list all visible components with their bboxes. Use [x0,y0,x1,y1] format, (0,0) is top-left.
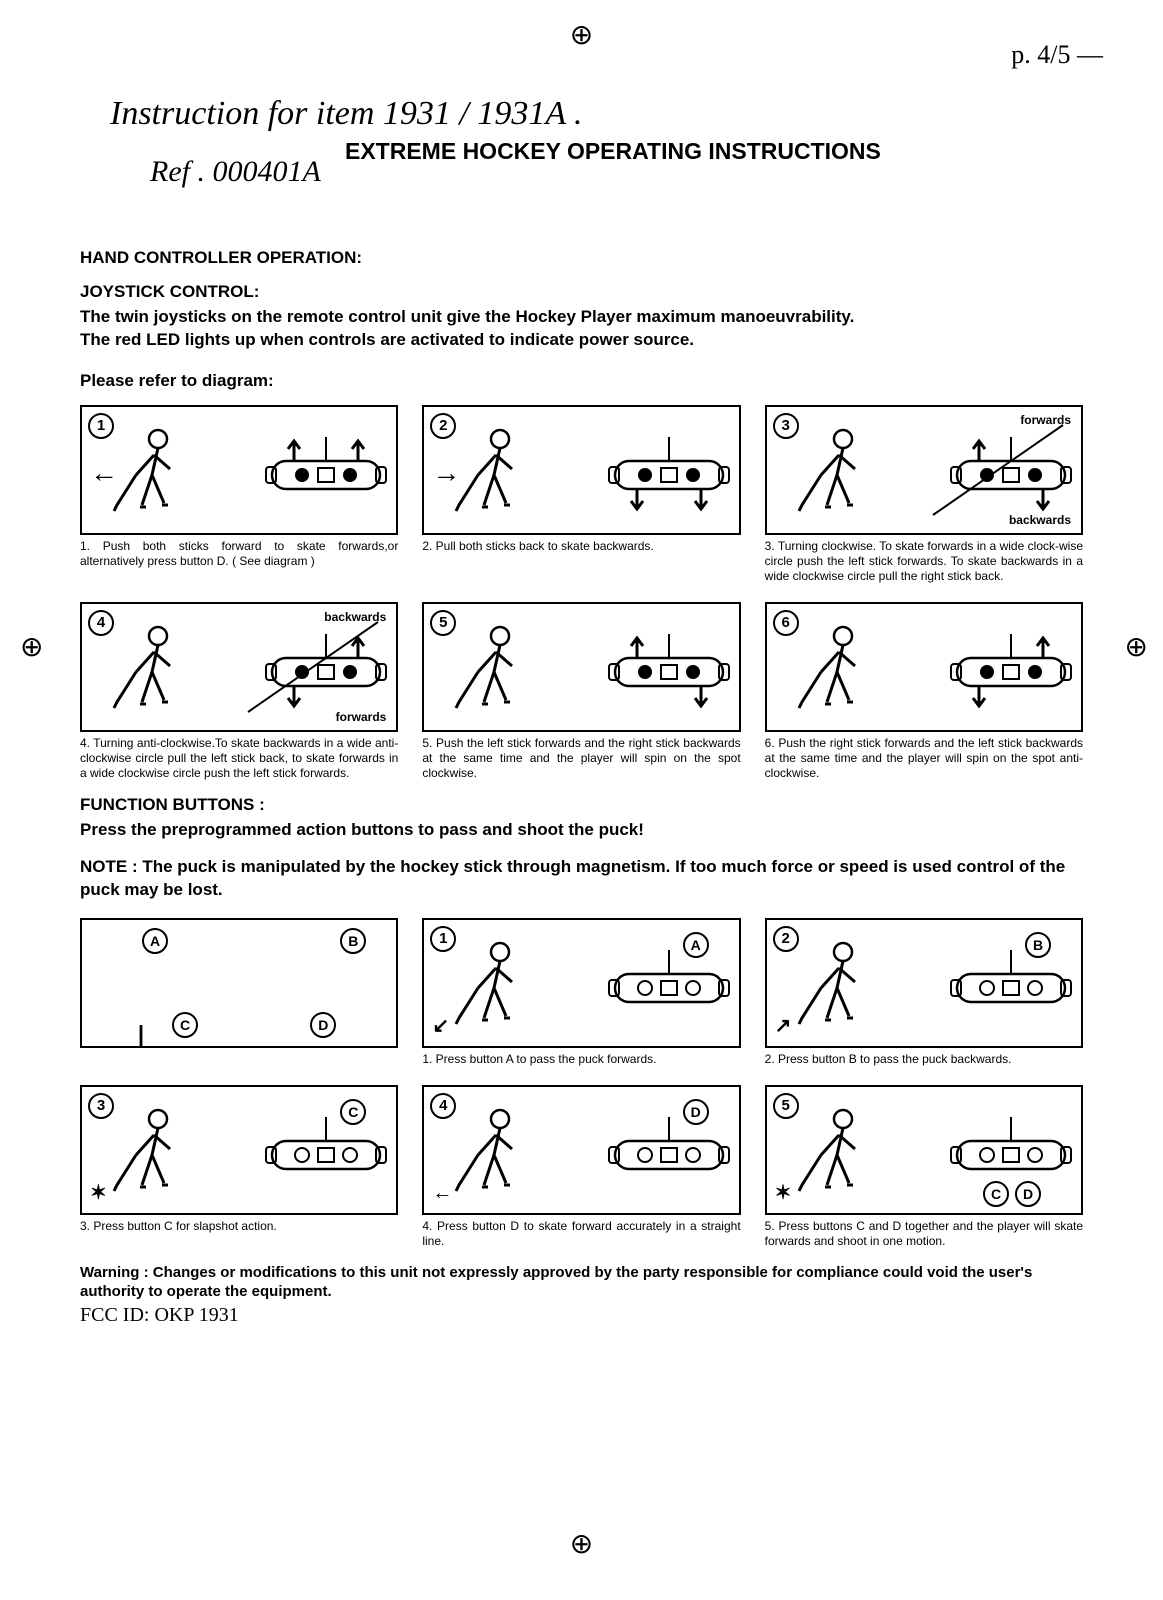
registration-mark-bottom: ⊕ [570,1527,593,1560]
joystick-panel-3: 3 forwards backwards 3. Turning clockwise… [765,405,1083,584]
hockey-player-icon [797,1105,877,1205]
panel-caption: 3. Turning clockwise. To skate forwards … [765,539,1083,584]
section-heading-function-buttons: FUNCTION BUTTONS : [80,795,1083,815]
registration-mark-top: ⊕ [570,18,593,51]
button-label-a: A [142,928,168,954]
handwritten-ref-line: Ref . 000401A [150,155,321,189]
controller-icon [609,1127,729,1183]
page: ⊕ ⊕ ⊕ ⊕ p. 4/5 — Instruction for item 19… [0,0,1163,1600]
puck-arrow-icon: ↙ [432,1013,449,1038]
function-panel-overview: A B C D [80,918,398,1067]
document-title: EXTREME HOCKEY OPERATING INSTRUCTIONS [345,138,881,165]
panel-number: 1 [88,413,114,439]
refer-diagram-line: Please refer to diagram: [80,370,1083,393]
button-label-c: C [340,1099,366,1125]
section-heading-hand-controller: HAND CONTROLLER OPERATION: [80,248,1083,268]
content-body: HAND CONTROLLER OPERATION: JOYSTICK CONT… [80,240,1083,1327]
joystick-panel-6: 6 6. Push the right stick forwards and t… [765,602,1083,781]
panel-number: 4 [88,610,114,636]
controller-icon [951,644,1071,700]
panel-number: 2 [430,413,456,439]
button-label-a: A [683,932,709,958]
label-forwards: forwards [1020,413,1071,427]
panel-number: 1 [430,926,456,952]
panel-number: 4 [430,1093,456,1119]
joystick-desc-line2: The red LED lights up when controls are … [80,329,1083,352]
panel-number: 5 [430,610,456,636]
label-backwards: backwards [1009,513,1071,527]
panel-caption: 3. Press button C for slapshot action. [80,1219,398,1234]
puck-arrow-icon: ↗ [775,1013,792,1038]
hockey-player-icon [112,1105,192,1205]
button-label-d: D [1015,1181,1041,1207]
panel-caption: 4. Press button D to skate forward accur… [422,1219,740,1249]
controller-icon [609,960,729,1016]
button-label-d: D [310,1012,336,1038]
panel-caption: 6. Push the right stick forwards and the… [765,736,1083,781]
panel-caption: 4. Turning anti-clockwise.To skate backw… [80,736,398,781]
joystick-panel-5: 5 5. Push the left stick forwards and th… [422,602,740,781]
controller-icon [266,447,386,503]
warning-text: Warning : Changes or modifications to th… [80,1263,1083,1302]
joystick-panel-2: 2 → 2. Pull both sticks back to skate ba… [422,405,740,584]
function-panel-5: 5 CD ✶ 5. Press buttons C and D together… [765,1085,1083,1249]
hockey-player-icon [797,425,877,525]
registration-mark-right: ⊕ [1125,630,1148,663]
hockey-player-icon [112,425,192,525]
page-number-handwritten: p. 4/5 — [1011,40,1103,70]
controller-icon [951,960,1071,1016]
button-label-b: B [1025,932,1051,958]
joystick-diagram-grid: 1 ← 1. Push both sticks forward to skate… [80,405,1083,781]
panel-caption: 5. Press buttons C and D together and th… [765,1219,1083,1249]
joystick-panel-4: 4 backwards forwards 4. Turning anti-cloc… [80,602,398,781]
panel-number: 6 [773,610,799,636]
puck-arrow-icon: ✶ [775,1180,792,1205]
joystick-panel-1: 1 ← 1. Push both sticks forward to skate… [80,405,398,584]
hockey-player-icon [797,622,877,722]
panel-number: 2 [773,926,799,952]
panel-caption: 2. Pull both sticks back to skate backwa… [422,539,740,554]
hockey-player-icon [112,622,192,722]
function-diagram-grid: ABCD 1 A ↙ 1. Press button A to pass the… [80,918,1083,1249]
hockey-player-icon [797,938,877,1038]
panel-caption: 5. Push the left stick forwards and the … [422,736,740,781]
label-backwards: forwards [336,710,387,724]
hockey-player-icon [454,425,534,525]
button-label-c: C [172,1012,198,1038]
direction-arrow-icon: ← [90,457,118,489]
puck-arrow-icon: ← [432,1182,452,1205]
hockey-player-icon [454,622,534,722]
panel-caption: 2. Press button B to pass the puck backw… [765,1052,1083,1067]
controller-icon [80,1039,225,1048]
controller-icon [951,1127,1071,1183]
fcc-id: FCC ID: OKP 1931 [80,1304,1083,1327]
panel-number: 3 [773,413,799,439]
function-panel-4: 4 D ← 4. Press button D to skate forward… [422,1085,740,1249]
panel-caption: 1. Push both sticks forward to skate for… [80,539,398,569]
controller-icon [266,1127,386,1183]
controller-icon [609,644,729,700]
function-panel-1: 1 A ↙ 1. Press button A to pass the puck… [422,918,740,1067]
controller-icon [609,447,729,503]
function-panel-3: 3 C ✶ 3. Press button C for slapshot act… [80,1085,398,1249]
direction-arrow-icon: → [432,457,460,489]
note-line: NOTE : The puck is manipulated by the ho… [80,856,1083,902]
panel-number: 5 [773,1093,799,1119]
label-forwards: backwards [324,610,386,624]
function-buttons-body: Press the preprogrammed action buttons t… [80,819,1083,842]
hockey-player-icon [454,1105,534,1205]
puck-arrow-icon: ✶ [90,1180,107,1205]
function-panel-2: 2 B ↗ 2. Press button B to pass the puck… [765,918,1083,1067]
handwritten-item-line: Instruction for item 1931 / 1931A . [110,95,583,133]
button-label-d: D [683,1099,709,1125]
button-label-b: B [340,928,366,954]
button-label-c: C [983,1181,1009,1207]
section-heading-joystick: JOYSTICK CONTROL: [80,282,1083,302]
panel-number: 3 [88,1093,114,1119]
panel-caption: 1. Press button A to pass the puck forwa… [422,1052,740,1067]
panel-caption [80,1052,398,1067]
joystick-desc-line1: The twin joysticks on the remote control… [80,306,1083,329]
hockey-player-icon [454,938,534,1038]
registration-mark-left: ⊕ [20,630,43,663]
